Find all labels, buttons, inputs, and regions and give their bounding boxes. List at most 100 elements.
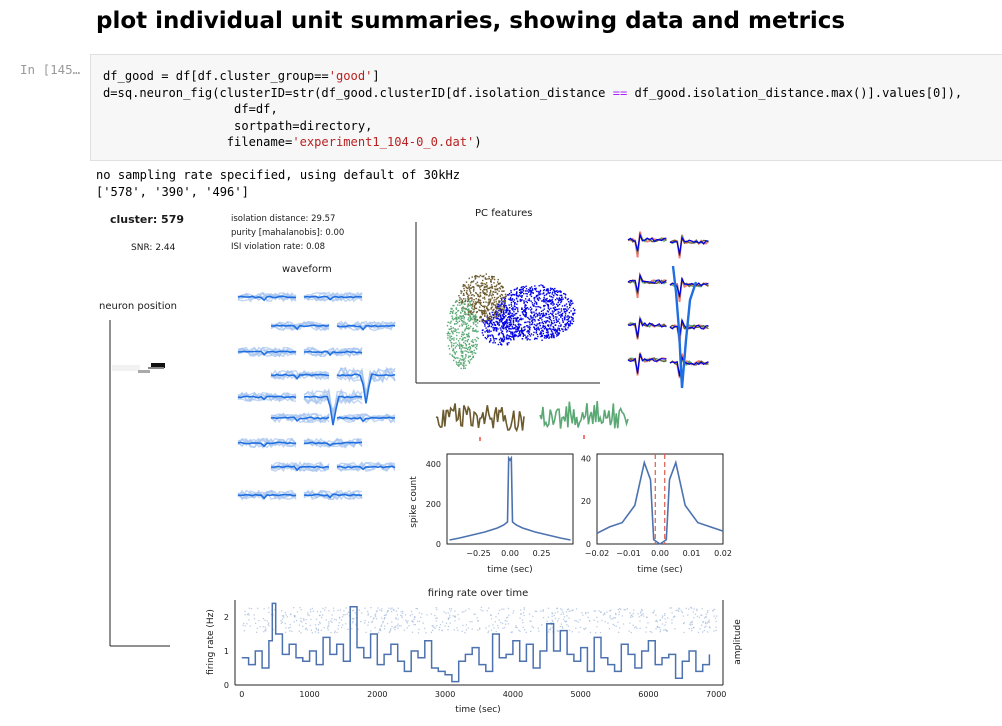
pc-point-olive bbox=[463, 298, 465, 300]
amplitude-point bbox=[341, 626, 343, 629]
pc-point-unit bbox=[564, 328, 566, 331]
pc-point-unit bbox=[542, 322, 545, 325]
pc-point-olive bbox=[489, 301, 491, 303]
pc-point-unit bbox=[534, 288, 536, 290]
pc-point-unit bbox=[518, 326, 520, 329]
amplitude-point bbox=[709, 626, 711, 629]
code-editor[interactable]: df_good = df[df.cluster_group=='good'] d… bbox=[103, 68, 962, 151]
pc-point-unit bbox=[531, 320, 533, 322]
amplitude-point bbox=[396, 625, 398, 627]
amplitude-point bbox=[394, 628, 396, 631]
pc-point-olive bbox=[494, 304, 496, 306]
pc-point-unit bbox=[527, 321, 529, 323]
pc-point-green bbox=[465, 333, 468, 336]
amplitude-point bbox=[640, 608, 643, 611]
pc-point-unit bbox=[545, 320, 547, 322]
pc-point-unit bbox=[510, 314, 512, 317]
amplitude-point bbox=[327, 627, 329, 630]
pc-point-unit bbox=[513, 336, 515, 338]
pc-point-unit bbox=[530, 289, 532, 292]
pc-point-green bbox=[457, 310, 459, 312]
pc-point-unit bbox=[572, 307, 575, 310]
pc-point-green bbox=[472, 323, 475, 325]
pc-point-unit bbox=[519, 295, 521, 297]
acg-line bbox=[449, 455, 571, 541]
amplitude-point bbox=[376, 609, 378, 612]
pc-point-olive bbox=[476, 319, 479, 322]
pc-point-unit bbox=[533, 305, 535, 307]
pc-point-olive bbox=[480, 309, 483, 312]
x-tick-label: −0.01 bbox=[616, 549, 641, 558]
pc-point-unit bbox=[493, 316, 495, 319]
pc-point-unit bbox=[538, 293, 541, 296]
amplitude-point bbox=[480, 609, 482, 611]
pc-point-olive bbox=[462, 285, 464, 287]
amplitude-point bbox=[646, 616, 648, 618]
pc-point-unit bbox=[560, 301, 562, 304]
waveform-channel bbox=[237, 346, 297, 358]
pc-point-olive bbox=[489, 299, 492, 301]
pc-point-olive bbox=[486, 320, 489, 322]
pc-point-unit bbox=[511, 333, 514, 335]
pc-point-unit bbox=[545, 313, 548, 316]
pc-point-unit bbox=[560, 325, 562, 327]
pc-point-unit bbox=[481, 332, 484, 334]
amplitude-point bbox=[476, 620, 479, 622]
amplitude-point bbox=[553, 614, 555, 617]
amplitude-point bbox=[603, 612, 606, 614]
amplitude-point bbox=[436, 608, 438, 611]
amplitude-point bbox=[655, 620, 657, 622]
pc-point-unit bbox=[505, 311, 507, 313]
pc-point-green bbox=[450, 327, 453, 330]
pc-point-olive bbox=[471, 286, 474, 288]
amplitude-point bbox=[331, 618, 333, 620]
snippet-trace bbox=[435, 403, 525, 433]
pc-point-green bbox=[467, 305, 469, 307]
pc-point-unit bbox=[503, 322, 505, 324]
pc-point-unit bbox=[520, 299, 522, 301]
amplitude-point bbox=[402, 610, 404, 612]
amplitude-ylabel: amplitude bbox=[733, 619, 743, 665]
pc-point-olive bbox=[478, 298, 480, 301]
waveform-channel bbox=[303, 387, 363, 426]
template-trace bbox=[627, 273, 667, 293]
pc-point-unit bbox=[552, 302, 554, 304]
pc-point-unit bbox=[550, 295, 553, 298]
pc-point-unit bbox=[492, 338, 495, 340]
amplitude-point bbox=[687, 608, 690, 610]
amplitude-point bbox=[498, 609, 501, 612]
pc-point-olive bbox=[483, 310, 486, 313]
pc-point-green bbox=[452, 359, 455, 362]
pc-point-olive bbox=[487, 318, 490, 320]
pc-point-unit bbox=[542, 309, 544, 312]
pc-point-green bbox=[456, 344, 459, 346]
waveform-channel bbox=[336, 461, 396, 473]
pc-point-unit bbox=[558, 303, 561, 306]
pc-point-unit bbox=[495, 329, 497, 331]
amplitude-point bbox=[330, 631, 332, 634]
amplitude-point bbox=[471, 628, 473, 630]
amplitude-point bbox=[541, 624, 543, 626]
pc-point-olive bbox=[490, 286, 493, 288]
pc-point-unit bbox=[556, 305, 559, 307]
pc-point-unit bbox=[534, 289, 537, 291]
x-tick-label: 1000 bbox=[299, 690, 319, 699]
amplitude-point bbox=[259, 626, 261, 628]
pc-point-olive bbox=[475, 311, 478, 314]
pc-point-unit bbox=[539, 297, 541, 300]
pc-point-unit bbox=[560, 290, 562, 293]
code-cell[interactable]: df_good = df[df.cluster_group=='good'] d… bbox=[90, 54, 1002, 161]
pc-point-unit bbox=[553, 335, 555, 337]
pc-point-green bbox=[468, 355, 470, 357]
pc-point-unit bbox=[548, 301, 550, 303]
amplitude-point bbox=[281, 615, 284, 617]
pc-point-unit bbox=[547, 334, 550, 337]
pc-point-unit bbox=[547, 288, 549, 290]
pc-point-unit bbox=[501, 317, 504, 320]
pc-point-olive bbox=[470, 280, 473, 283]
pc-point-unit bbox=[539, 314, 541, 316]
pc-point-unit bbox=[517, 295, 519, 297]
pc-point-unit bbox=[548, 309, 551, 311]
amplitude-point bbox=[596, 616, 598, 619]
amplitude-point bbox=[323, 627, 325, 629]
